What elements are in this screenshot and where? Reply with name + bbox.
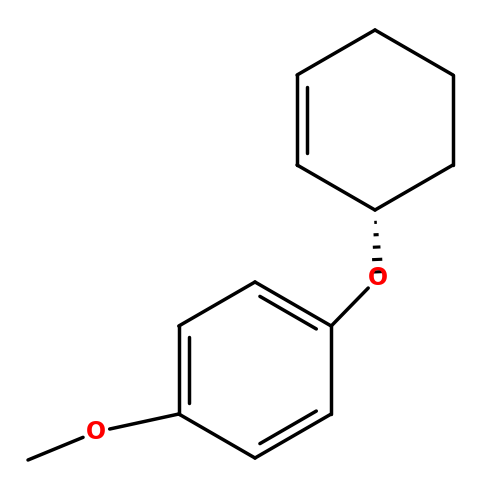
Text: O: O	[86, 420, 106, 444]
Text: O: O	[368, 266, 388, 290]
